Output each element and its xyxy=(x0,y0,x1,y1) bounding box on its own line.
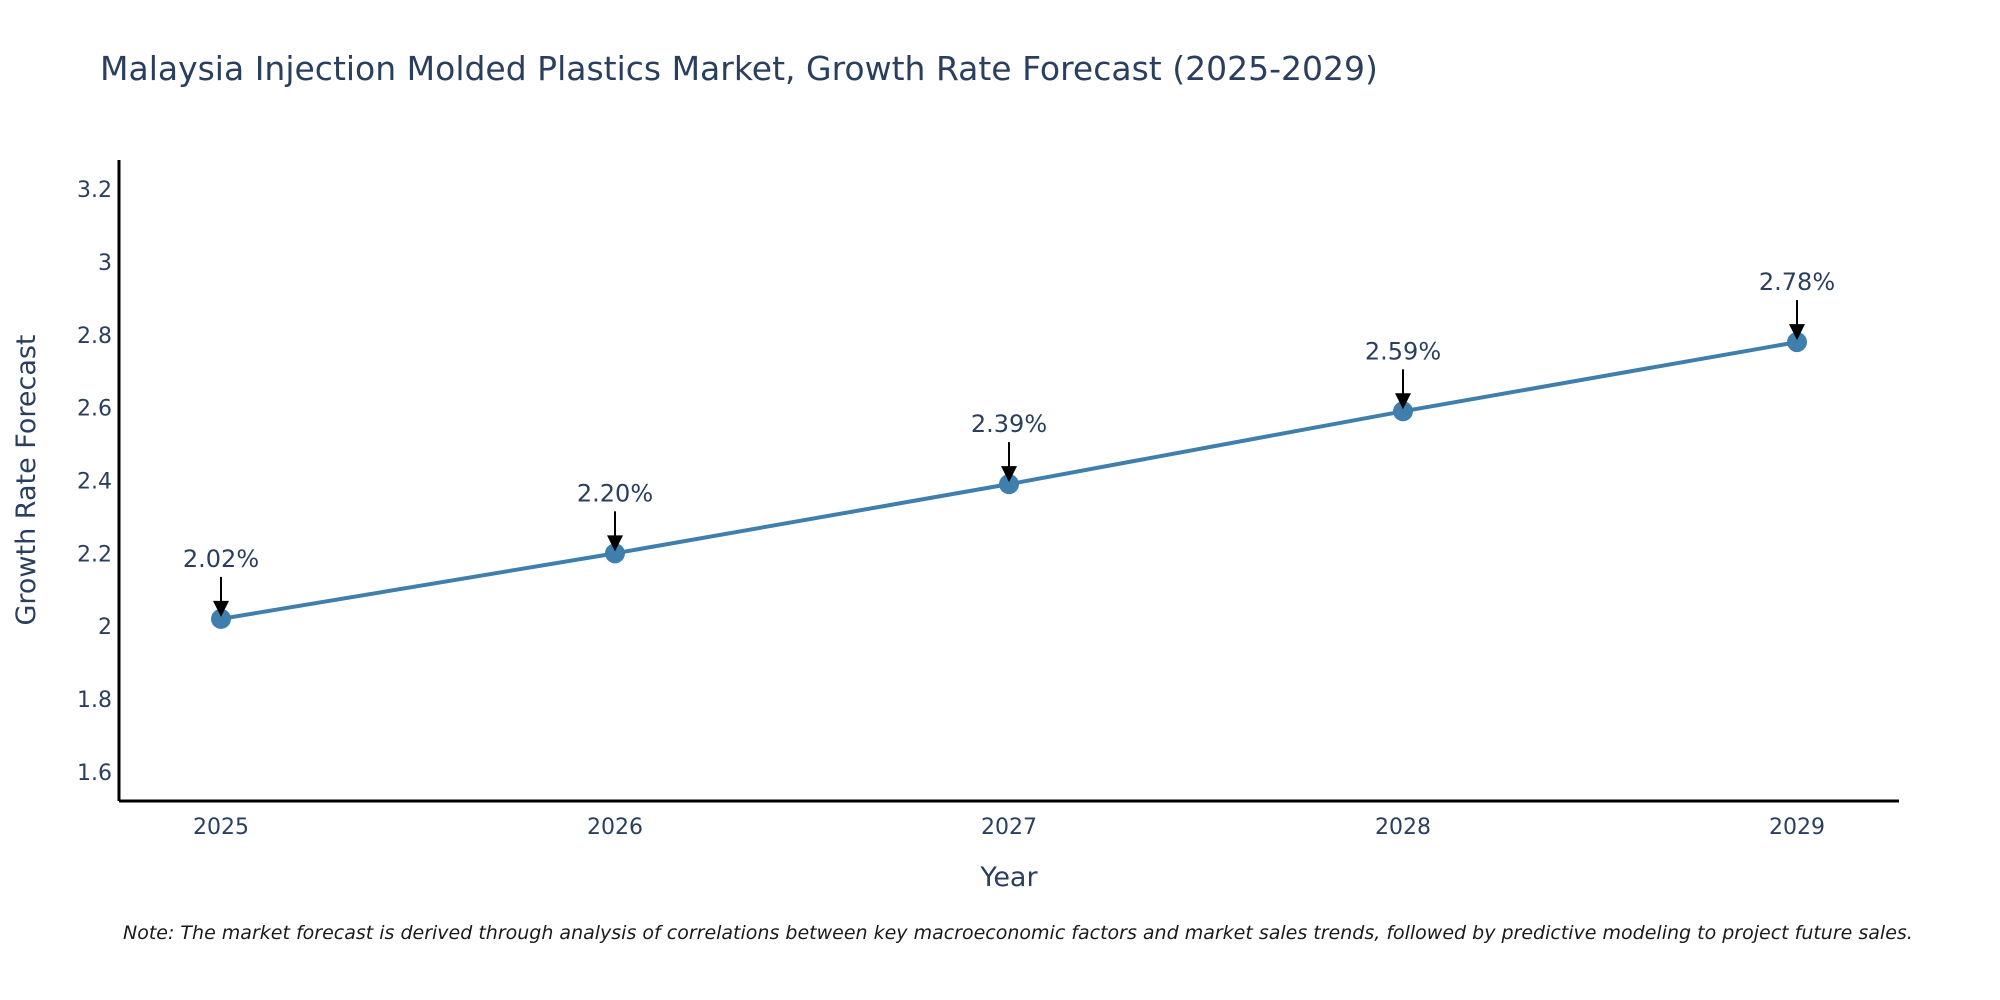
annotation-arrow-head xyxy=(1001,466,1017,483)
x-axis-ticks: 2025 2026 2027 2028 2029 xyxy=(193,815,1825,840)
y-tick-label: 2.8 xyxy=(77,324,112,349)
data-point xyxy=(1393,401,1413,422)
y-tick-label: 1.8 xyxy=(77,688,112,713)
x-tick-label: 2026 xyxy=(587,815,643,840)
y-tick-label: 1.6 xyxy=(77,761,112,786)
y-tick-label: 2.4 xyxy=(77,470,112,495)
annotation-arrow-head xyxy=(1789,324,1805,341)
data-label: 2.20% xyxy=(577,479,653,507)
x-tick-label: 2025 xyxy=(193,815,249,840)
footnote: Note: The market forecast is derived thr… xyxy=(123,922,1913,944)
data-label: 2.78% xyxy=(1759,268,1835,296)
x-tick-label: 2027 xyxy=(981,815,1037,840)
data-point xyxy=(211,608,231,629)
series-layer xyxy=(211,332,1807,629)
x-axis-title: Year xyxy=(979,862,1038,893)
y-tick-label: 2.6 xyxy=(77,397,112,422)
y-tick-label: 3 xyxy=(98,251,112,276)
y-tick-label: 3.2 xyxy=(77,178,112,203)
y-axis-title: Growth Rate Forecast xyxy=(11,334,42,625)
x-tick-label: 2028 xyxy=(1375,815,1431,840)
x-tick-label: 2029 xyxy=(1769,815,1825,840)
annotation-layer: 2.02% 2.20% 2.39% 2.59% 2.78% xyxy=(183,268,1835,617)
y-tick-label: 2 xyxy=(98,615,112,640)
data-label: 2.02% xyxy=(183,545,259,573)
annotation-arrow-head xyxy=(213,600,229,617)
data-point xyxy=(999,474,1019,495)
data-label: 2.39% xyxy=(971,410,1047,438)
data-label: 2.59% xyxy=(1365,337,1441,365)
data-point xyxy=(1787,332,1807,353)
chart-title: Malaysia Injection Molded Plastics Marke… xyxy=(100,49,1378,88)
y-tick-label: 2.2 xyxy=(77,542,112,567)
data-point xyxy=(605,543,625,564)
annotation-arrow-head xyxy=(607,535,623,552)
y-axis-ticks: 1.6 1.8 2 2.2 2.4 2.6 2.8 3 3.2 xyxy=(77,178,112,786)
annotation-arrow-head xyxy=(1395,393,1411,410)
